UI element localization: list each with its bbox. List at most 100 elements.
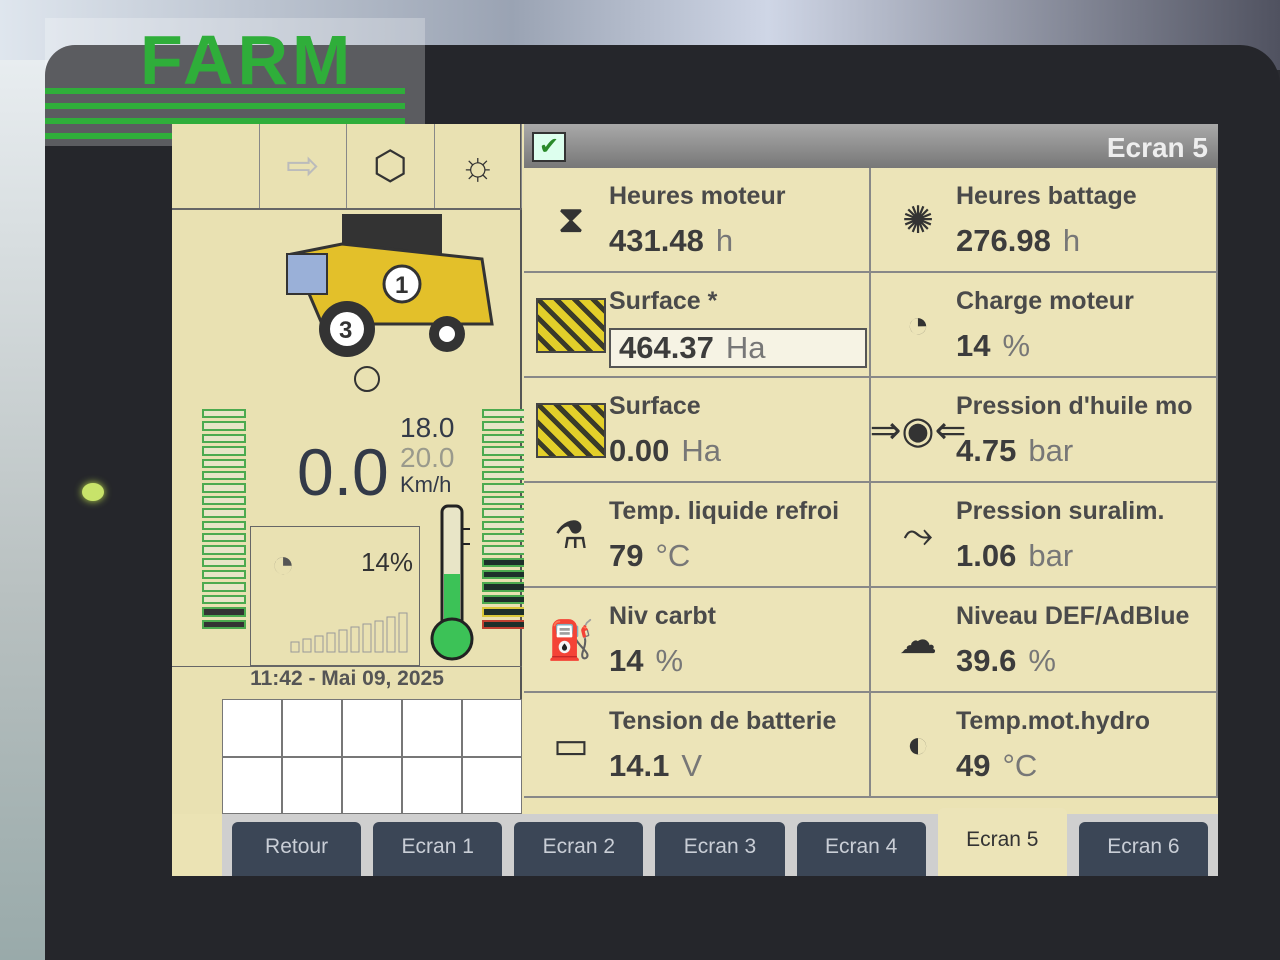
cell-unit: % — [1028, 643, 1056, 678]
cell-unit: °C — [1002, 748, 1038, 783]
info-cell-charge-moteur[interactable]: ◔ Charge moteur 14% — [871, 273, 1218, 378]
display-screen: ⇨ ⬡ ☼ 1 3 0.0 18.0 20.0 Km/h ◔ 14% 11:42… — [172, 124, 1218, 876]
blank-icon[interactable] — [172, 124, 260, 208]
cell-value-row: 14% — [956, 328, 1030, 364]
checkmark-icon[interactable]: ✔ — [532, 132, 566, 162]
arrow-right-icon[interactable]: ⇨ — [260, 124, 347, 208]
screen-header: ✔ Ecran 5 — [524, 124, 1218, 168]
cell-value: 39.6 — [956, 643, 1017, 678]
cell-value: 431.48 — [609, 223, 704, 258]
engine-load-icon: ◔ — [271, 542, 296, 586]
hourglass-engine-icon: ⧗ — [557, 199, 585, 241]
cell-value-wrap: 4.75 bar — [956, 433, 1073, 468]
def-adblue-icon: ☁ — [899, 620, 937, 662]
speed-setpoint-1: 18.0 — [400, 412, 455, 443]
cell-unit: Ha — [725, 330, 766, 365]
cell-value-wrap: 431.48 h — [609, 223, 733, 258]
cell-unit: bar — [1028, 538, 1074, 573]
cell-label: Surface * — [609, 287, 718, 315]
cell-unit: h — [715, 223, 734, 258]
tab-ecran-6[interactable]: Ecran 6 — [1078, 822, 1208, 876]
hydro-motor-temp-icon: ◐ — [906, 724, 930, 766]
cell-unit: Ha — [681, 433, 721, 468]
field-hatch-icon — [536, 298, 606, 353]
fuel-level-gauge — [202, 409, 246, 630]
cell-label: Niv carbt — [609, 602, 716, 630]
engine-load-percent: 14% — [360, 547, 413, 577]
svg-text:3: 3 — [339, 317, 352, 344]
engine-load-icon: ◔ — [906, 304, 930, 346]
cell-unit: bar — [1028, 433, 1074, 468]
cell-value-row: 14.1 V — [609, 748, 702, 784]
boost-pressure-icon: ⤳ — [902, 514, 934, 556]
cell-value-row: 0.00 Ha — [609, 433, 721, 469]
cell-unit: °C — [655, 538, 691, 573]
info-cell-heures-battage[interactable]: ✺ Heures battage 276.98 h — [871, 168, 1218, 273]
cell-value-row: 1.06 bar — [956, 538, 1073, 574]
cell-value: 49 — [956, 748, 991, 783]
coolant-temp-icon: ⚗ — [553, 515, 589, 557]
cell-unit: % — [1002, 328, 1031, 363]
cell-label: Tension de batterie — [609, 707, 837, 735]
cell-unit: % — [655, 643, 684, 678]
thermometer-gauge — [430, 504, 474, 661]
cell-label: Charge moteur — [956, 287, 1134, 315]
cell-label: Temp. liquide refroi — [609, 497, 840, 525]
info-cell-temp-liquide-refroi[interactable]: ⚗ Temp. liquide refroi 79 °C — [524, 483, 871, 588]
info-cell-heures-moteur[interactable]: ⧗ Heures moteur 431.48 h — [524, 168, 871, 273]
tab-ecran-1[interactable]: Ecran 1 — [373, 822, 503, 876]
threshing-drum-icon: ✺ — [902, 200, 934, 242]
cell-value-wrap: 1.06 bar — [956, 538, 1073, 573]
cell-value-wrap: 79 °C — [609, 538, 690, 573]
info-cell-surface[interactable]: Surface 0.00 Ha — [524, 378, 871, 483]
cell-value-row: 464.37 Ha — [609, 328, 867, 368]
cell-label: Heures battage — [956, 182, 1137, 210]
info-cell-niv-carbt[interactable]: ⛽ Niv carbt 14% — [524, 588, 871, 693]
tab-ecran-5[interactable]: Ecran 5 — [937, 808, 1067, 876]
tab-ecran-3[interactable]: Ecran 3 — [655, 822, 785, 876]
info-cell-surface[interactable]: Surface * 464.37 Ha — [524, 273, 871, 378]
grain-tank-icon[interactable]: ⬡ — [347, 124, 435, 208]
ground-speed: 0.0 — [297, 435, 389, 509]
shortcut-grid[interactable] — [222, 699, 522, 814]
oil-pressure-icon: ⇒◉⇐ — [869, 410, 967, 452]
tab-bar: Retour Ecran 1 Ecran 2 Ecran 3 Ecran 4 Ecran … — [222, 808, 1218, 876]
info-cell-niveau-def-adblue[interactable]: ☁ Niveau DEF/AdBlue 39.6% — [871, 588, 1218, 693]
cell-unit: h — [1062, 223, 1081, 258]
cell-label: Pression d'huile mo — [956, 392, 1193, 420]
cell-value-wrap: 14% — [956, 328, 1030, 363]
info-cell-pression-suralim[interactable]: ⤳ Pression suralim. 1.06 bar — [871, 483, 1218, 588]
date-time: 11:42 - Mai 09, 2025 — [172, 666, 522, 696]
cell-label: Temp.mot.hydro — [956, 707, 1150, 735]
cell-value: 79 — [609, 538, 644, 573]
info-cell-tension-de-batterie[interactable]: ▭ Tension de batterie 14.1 V — [524, 693, 871, 798]
cell-value-row: 4.75 bar — [956, 433, 1073, 469]
surface-input[interactable]: 464.37 Ha — [609, 328, 867, 368]
unloading-auger-icon[interactable]: ☼ — [435, 124, 522, 208]
top-icon-row: ⇨ ⬡ ☼ — [172, 124, 522, 210]
cell-value-wrap: 49 °C — [956, 748, 1037, 783]
cell-value-row: 79 °C — [609, 538, 690, 574]
cell-label: Heures moteur — [609, 182, 786, 210]
field-hatch-icon — [536, 403, 606, 458]
engine-load-bars — [290, 612, 408, 653]
cell-value-row: 14% — [609, 643, 683, 679]
cell-value-wrap: 0.00 Ha — [609, 433, 721, 468]
tab-ecran-4[interactable]: Ecran 4 — [796, 822, 926, 876]
info-cell-temp-mot-hydro[interactable]: ◐ Temp.mot.hydro 49 °C — [871, 693, 1218, 798]
cell-value-wrap: 14% — [609, 643, 683, 678]
svg-text:1: 1 — [395, 272, 408, 299]
speed-setpoint-2: 20.0 — [400, 442, 455, 473]
cell-value-wrap: 39.6% — [956, 643, 1056, 678]
left-panel: ⇨ ⬡ ☼ 1 3 0.0 18.0 20.0 Km/h ◔ 14% 11:42… — [172, 124, 526, 814]
cell-value: 464.37 — [619, 330, 714, 365]
cell-value-row: 39.6% — [956, 643, 1056, 679]
info-cell-pression-d-huile-mo[interactable]: ⇒◉⇐ Pression d'huile mo 4.75 bar — [869, 378, 1218, 483]
cell-value-row: 49 °C — [956, 748, 1037, 784]
tab-ecran-2[interactable]: Ecran 2 — [514, 822, 644, 876]
status-led — [82, 483, 104, 501]
cell-value-wrap: 14.1 V — [609, 748, 702, 783]
cell-value: 14 — [609, 643, 644, 678]
tab-retour[interactable]: Retour — [232, 822, 362, 876]
combine-harvester-icon: 1 3 — [286, 214, 494, 392]
